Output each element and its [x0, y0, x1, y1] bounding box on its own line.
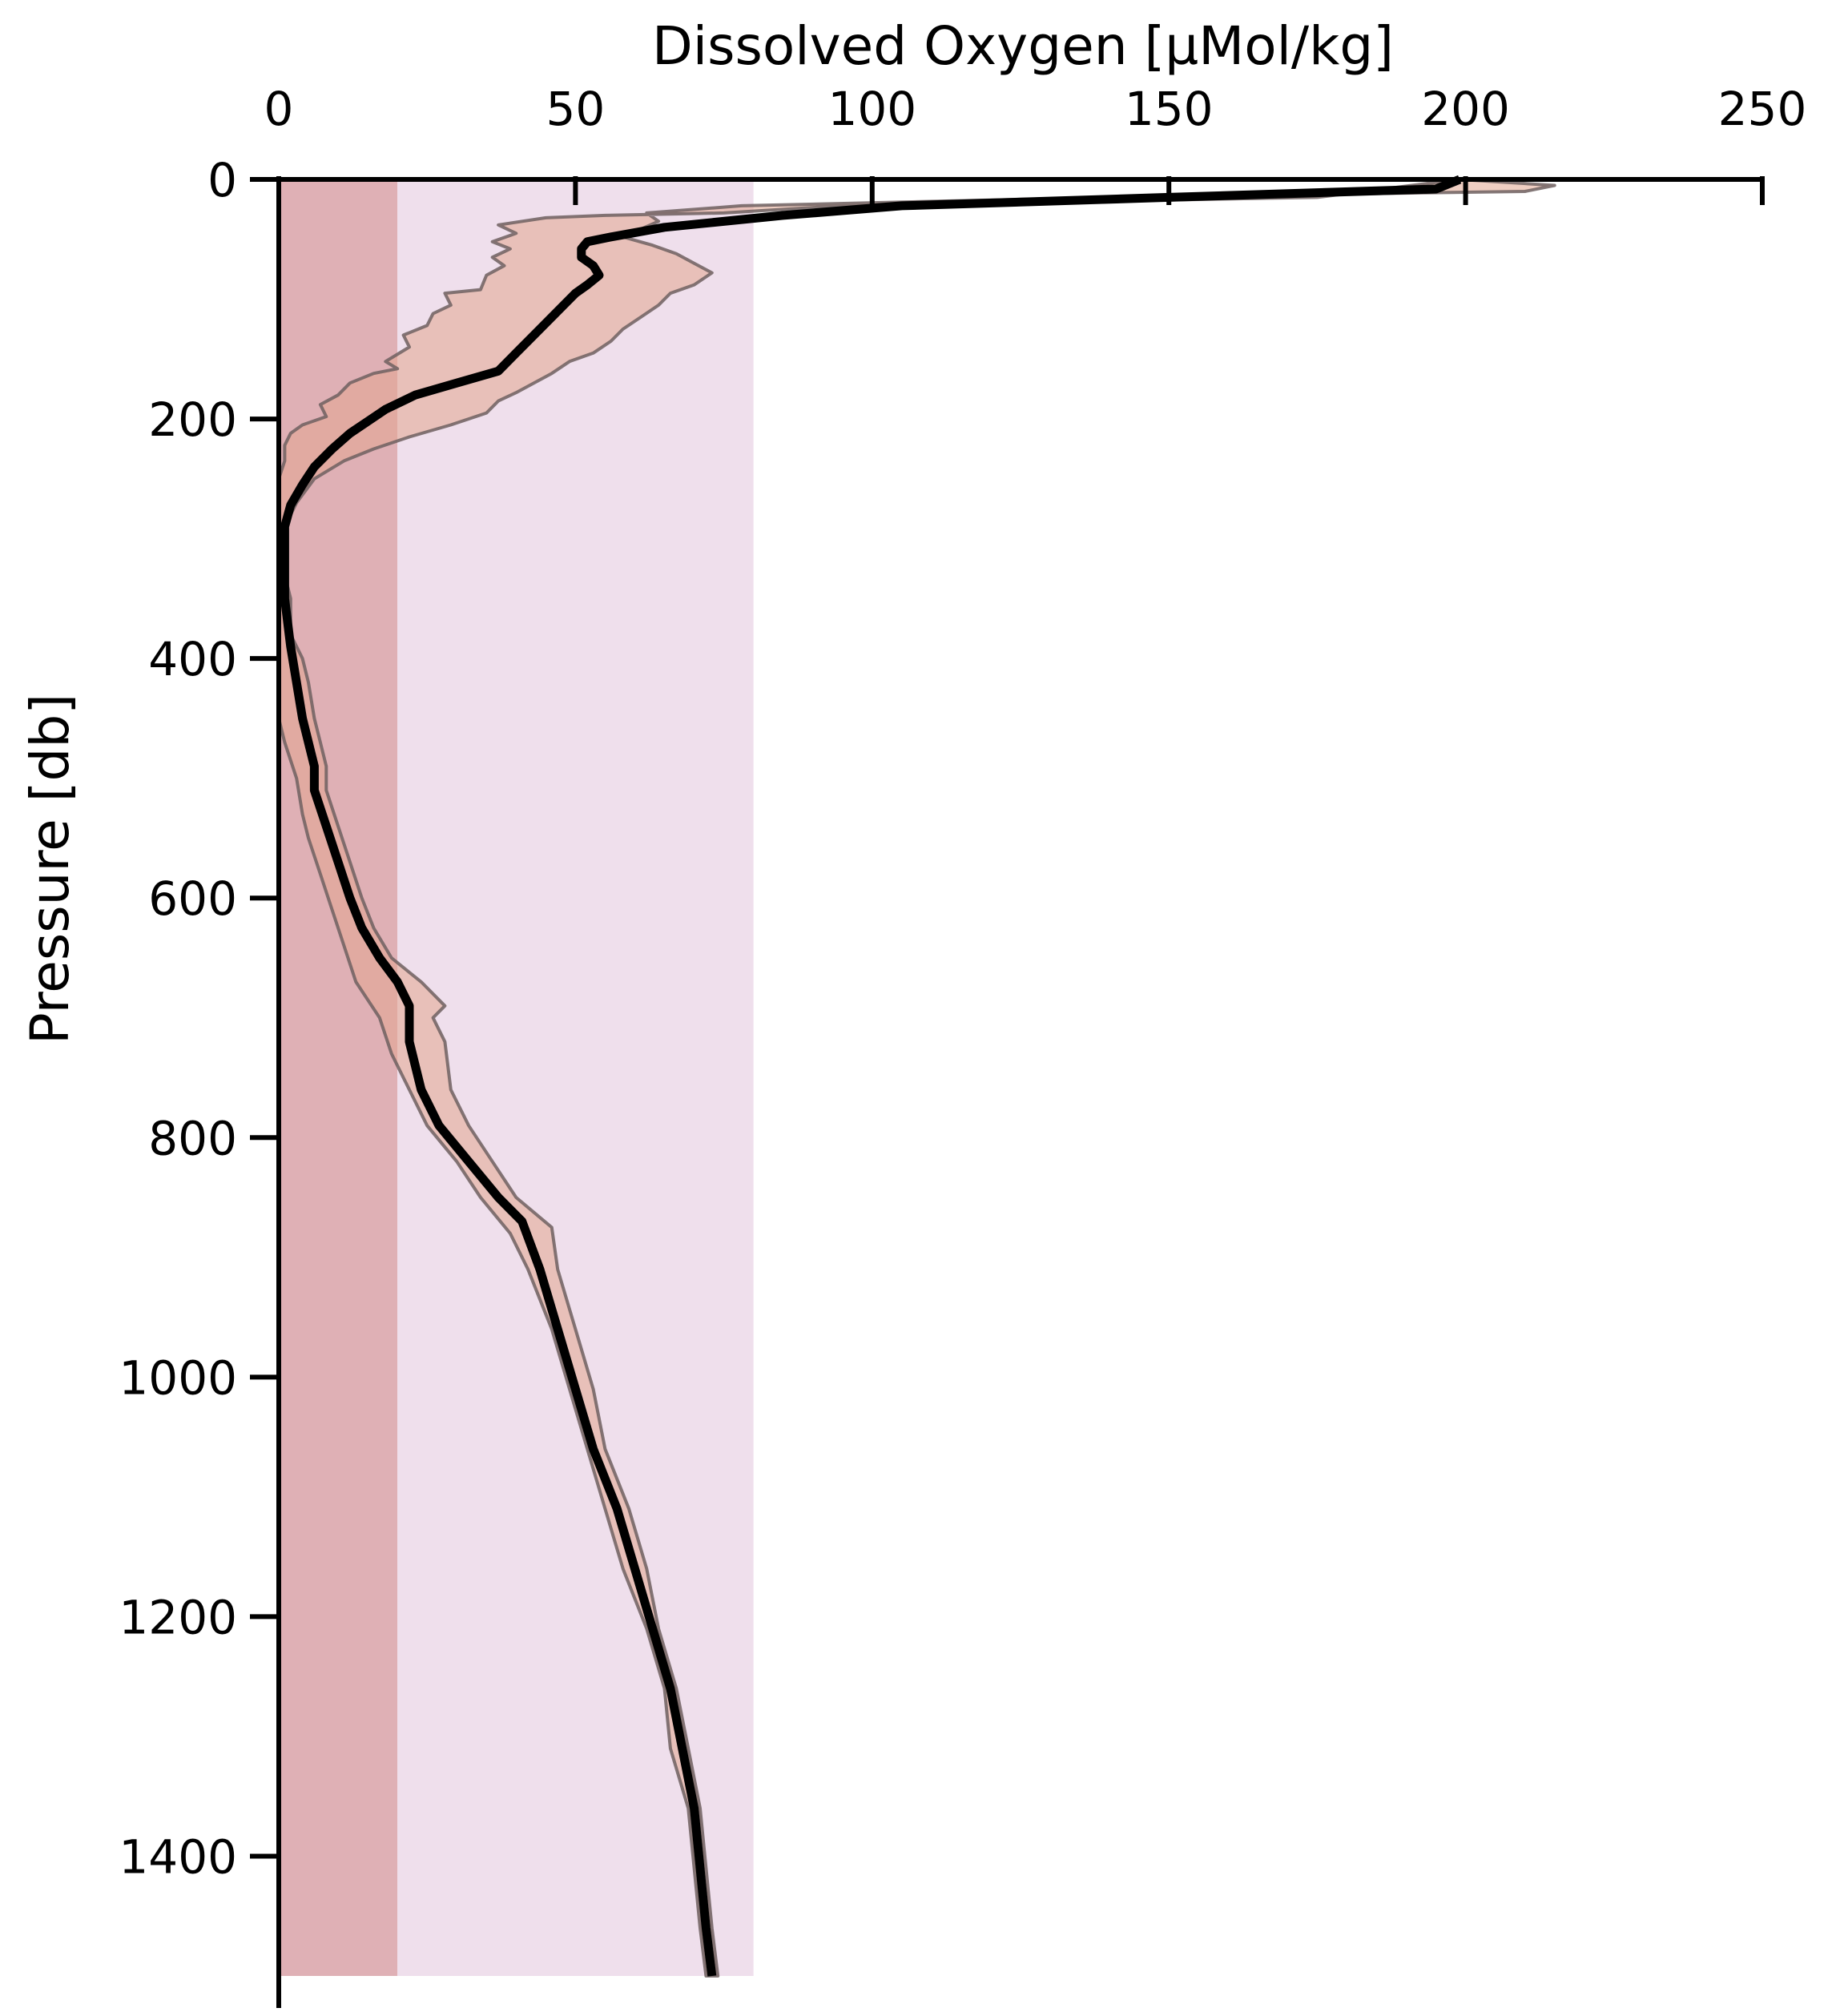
- y-tick-label: 1400: [119, 1829, 237, 1884]
- y-tick-label: 400: [148, 632, 237, 686]
- x-tick-label: 0: [264, 82, 294, 136]
- x-tick-label: 50: [546, 82, 605, 136]
- x-tick-label: 200: [1421, 82, 1510, 136]
- x-tick-label: 250: [1718, 82, 1807, 136]
- x-axis-title: Dissolved Oxygen [µMol/kg]: [652, 15, 1394, 77]
- y-axis-title: Pressure [db]: [19, 694, 81, 1044]
- y-tick-label: 0: [207, 153, 237, 207]
- y-tick-label: 800: [148, 1111, 237, 1165]
- x-tick-label: 100: [827, 82, 916, 136]
- y-tick-label: 1000: [119, 1350, 237, 1405]
- y-tick-label: 600: [148, 871, 237, 926]
- y-tick-label: 1200: [119, 1590, 237, 1644]
- y-tick-label: 200: [148, 392, 237, 447]
- x-tick-label: 150: [1125, 82, 1214, 136]
